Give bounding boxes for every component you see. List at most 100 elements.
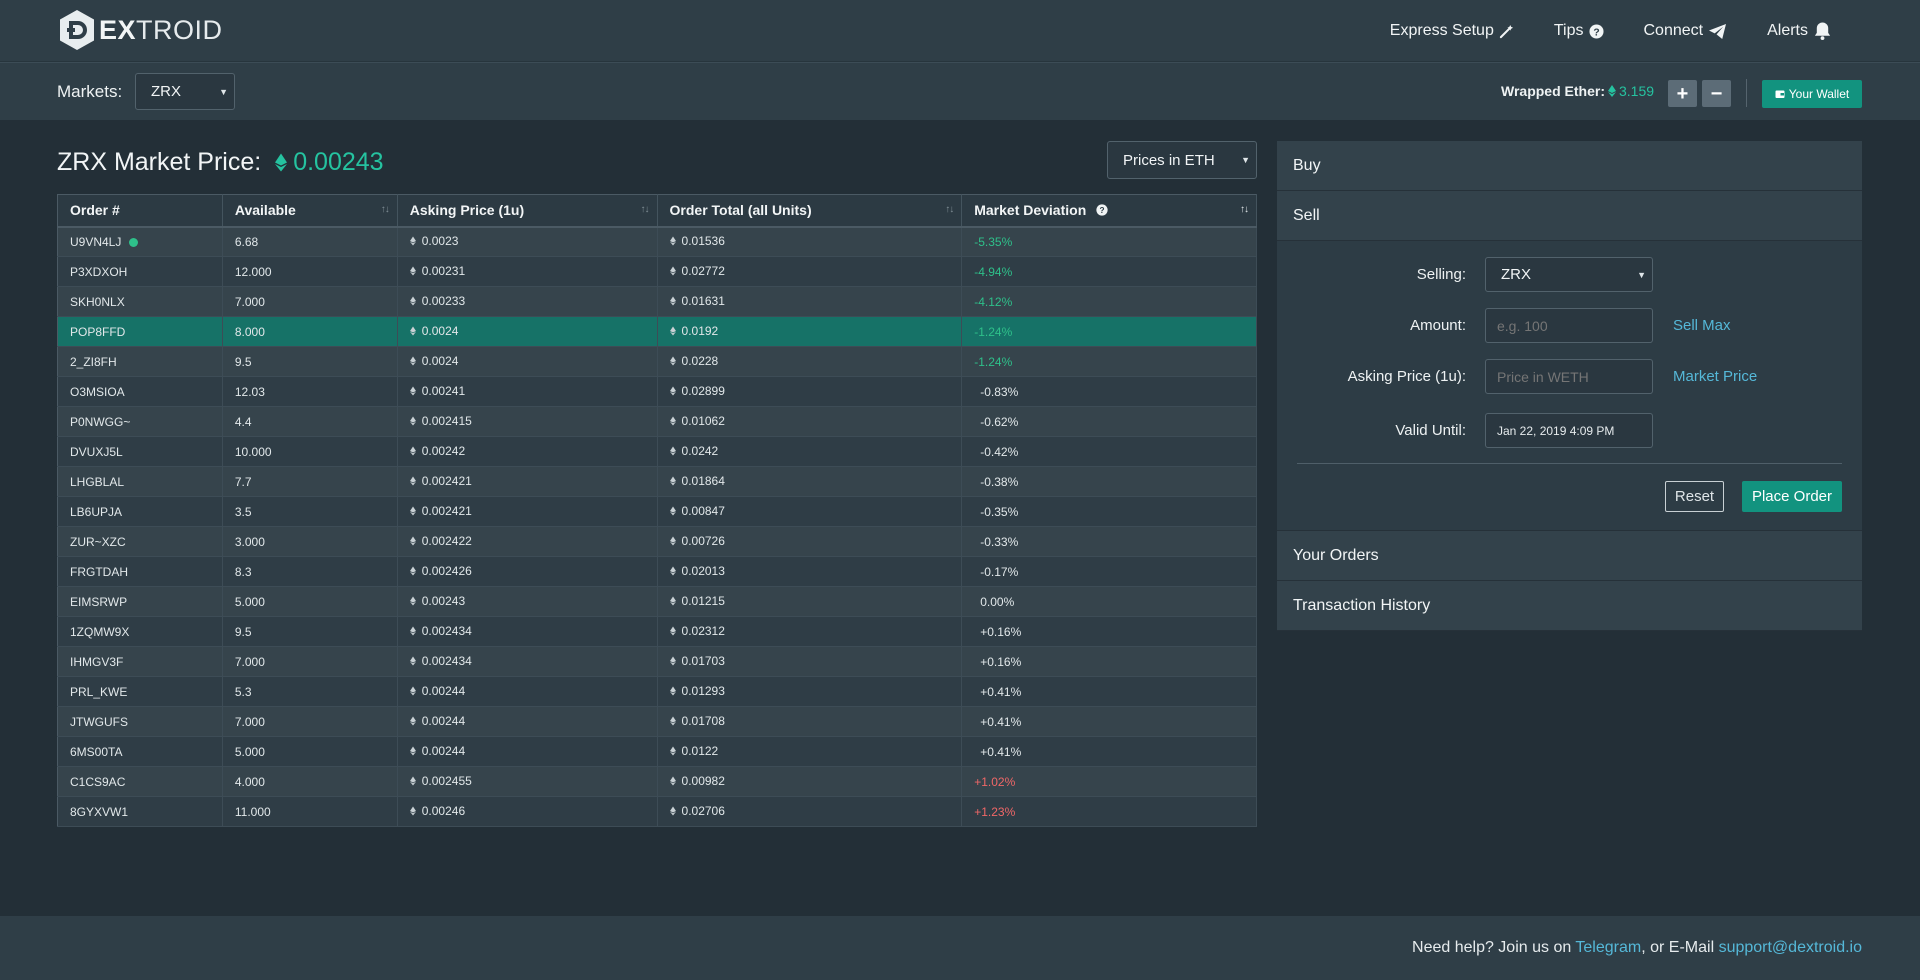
ethereum-icon xyxy=(409,746,416,756)
market-price-link[interactable]: Market Price xyxy=(1673,368,1758,385)
tips-link[interactable]: Tips ? xyxy=(1554,22,1604,40)
table-row[interactable]: JTWGUFS 7.000 0.00244 0.01708 +0.41% xyxy=(57,706,1257,737)
wrap-ether-button[interactable]: + xyxy=(1668,80,1697,107)
table-row[interactable]: U9VN4LJ 6.68 0.0023 0.01536 -5.35% xyxy=(57,226,1257,257)
table-row[interactable]: POP8FFD 8.000 0.0024 0.0192 -1.24% xyxy=(57,316,1257,347)
col-market-deviation-header[interactable]: Market Deviation ? ↑↓ xyxy=(961,194,1257,228)
asking-price-cell: 0.002426 xyxy=(397,556,658,587)
ethereum-icon xyxy=(409,326,416,336)
market-deviation-cell: +0.41% xyxy=(961,706,1257,737)
sort-icon[interactable]: ↑↓ xyxy=(945,204,954,215)
transaction-history-section-header[interactable]: Transaction History xyxy=(1277,581,1862,631)
available-cell: 5.000 xyxy=(222,736,398,767)
available-cell: 7.7 xyxy=(222,466,398,497)
table-row[interactable]: SKH0NLX 7.000 0.00233 0.01631 -4.12% xyxy=(57,286,1257,317)
table-row[interactable]: IHMGV3F 7.000 0.002434 0.01703 +0.16% xyxy=(57,646,1257,677)
ethereum-icon xyxy=(409,416,416,426)
weth-value: 3.159 xyxy=(1619,83,1655,99)
market-deviation-cell: +0.41% xyxy=(961,676,1257,707)
caret-down-icon: ▼ xyxy=(1241,155,1250,165)
alerts-link[interactable]: Alerts xyxy=(1767,21,1832,41)
telegram-icon xyxy=(1709,23,1727,39)
table-row[interactable]: C1CS9AC 4.000 0.002455 0.00982 +1.02% xyxy=(57,766,1257,797)
express-setup-link[interactable]: Express Setup xyxy=(1390,22,1514,40)
col-order-total-header[interactable]: Order Total (all Units) ↑↓ xyxy=(657,194,963,228)
col-order-header[interactable]: Order # xyxy=(57,194,223,228)
ethereum-icon xyxy=(275,153,288,172)
sell-max-link[interactable]: Sell Max xyxy=(1673,317,1731,334)
market-deviation-cell: -4.94% xyxy=(961,256,1257,287)
ethereum-icon xyxy=(409,656,416,666)
divider xyxy=(1297,463,1842,464)
buy-section-header[interactable]: Buy xyxy=(1277,141,1862,191)
table-header-row: Order # Available ↑↓ Asking Price (1u) ↑↓ … xyxy=(57,194,1257,228)
caret-down-icon: ▼ xyxy=(1637,269,1646,280)
market-deviation-cell: -5.35% xyxy=(961,226,1257,257)
available-cell: 10.000 xyxy=(222,436,398,467)
ethereum-icon xyxy=(669,626,676,636)
dextroid-logo[interactable]: EXTROID xyxy=(57,8,223,52)
table-row[interactable]: FRGTDAH 8.3 0.002426 0.02013 -0.17% xyxy=(57,556,1257,587)
selling-label: Selling: xyxy=(1416,266,1466,283)
sort-icon[interactable]: ↑↓ xyxy=(380,204,390,215)
selling-select-value: ZRX xyxy=(1501,266,1531,283)
your-wallet-label: Your Wallet xyxy=(1788,87,1850,101)
reset-button[interactable]: Reset xyxy=(1665,481,1724,512)
ethereum-icon xyxy=(669,446,676,456)
amount-input[interactable] xyxy=(1485,308,1653,343)
your-orders-section-header[interactable]: Your Orders xyxy=(1277,531,1862,581)
footer-text-part: , or E-Mail xyxy=(1641,939,1719,956)
market-price-value: 0.00243 xyxy=(293,148,384,176)
table-row[interactable]: P3XDXOH 12.000 0.00231 0.02772 -4.94% xyxy=(57,256,1257,287)
support-email-link[interactable]: support@dextroid.io xyxy=(1718,939,1862,956)
col-asking-price-header[interactable]: Asking Price (1u) ↑↓ xyxy=(397,194,658,228)
logo-text: EXTROID xyxy=(99,14,223,45)
order-id-cell: P3XDXOH xyxy=(57,256,223,287)
telegram-link[interactable]: Telegram xyxy=(1575,939,1642,956)
order-id-cell: FRGTDAH xyxy=(57,556,223,587)
asking-price-input[interactable] xyxy=(1485,359,1653,394)
table-row[interactable]: 1ZQMW9X 9.5 0.002434 0.02312 +0.16% xyxy=(57,616,1257,647)
table-row[interactable]: LHGBLAL 7.7 0.002421 0.01864 -0.38% xyxy=(57,466,1257,497)
place-order-button[interactable]: Place Order xyxy=(1742,481,1842,512)
weth-label: Wrapped Ether: xyxy=(1501,83,1605,99)
available-cell: 5.000 xyxy=(222,586,398,617)
table-row[interactable]: DVUXJ5L 10.000 0.00242 0.0242 -0.42% xyxy=(57,436,1257,467)
ethereum-icon xyxy=(409,596,416,606)
ethereum-icon xyxy=(409,806,416,816)
your-wallet-button[interactable]: Your Wallet xyxy=(1762,80,1862,108)
market-deviation-cell: +1.23% xyxy=(961,796,1257,827)
bell-icon xyxy=(1814,22,1831,41)
table-row[interactable]: O3MSIOA 12.03 0.00241 0.02899 -0.83% xyxy=(57,376,1257,407)
asking-price-cell: 0.002422 xyxy=(397,526,658,557)
ethereum-icon xyxy=(669,536,676,546)
own-order-indicator xyxy=(129,238,139,248)
available-cell: 12.03 xyxy=(222,376,398,407)
market-deviation-cell: +0.16% xyxy=(961,616,1257,647)
table-row[interactable]: PRL_KWE 5.3 0.00244 0.01293 +0.41% xyxy=(57,676,1257,707)
table-row[interactable]: ZUR~XZC 3.000 0.002422 0.00726 -0.33% xyxy=(57,526,1257,557)
table-row[interactable]: 8GYXVW1 11.000 0.00246 0.02706 +1.23% xyxy=(57,796,1257,827)
selling-select[interactable]: ZRX ▼ xyxy=(1485,257,1653,292)
connect-link[interactable]: Connect xyxy=(1644,22,1728,40)
valid-until-input[interactable]: Jan 22, 2019 4:09 PM xyxy=(1485,413,1653,448)
table-row[interactable]: P0NWGG~ 4.4 0.002415 0.01062 -0.62% xyxy=(57,406,1257,437)
available-cell: 7.000 xyxy=(222,286,398,317)
order-total-cell: 0.02013 xyxy=(657,556,963,587)
unwrap-ether-button[interactable]: − xyxy=(1702,80,1731,107)
market-deviation-cell: +0.16% xyxy=(961,646,1257,677)
ethereum-icon xyxy=(669,386,676,396)
col-available-header[interactable]: Available ↑↓ xyxy=(222,194,398,228)
order-id-cell: 8GYXVW1 xyxy=(57,796,223,827)
sell-section-header[interactable]: Sell xyxy=(1277,191,1862,241)
table-row[interactable]: LB6UPJA 3.5 0.002421 0.00847 -0.35% xyxy=(57,496,1257,527)
markets-select[interactable]: ZRX ▼ xyxy=(135,73,235,110)
table-row[interactable]: 6MS00TA 5.000 0.00244 0.0122 +0.41% xyxy=(57,736,1257,767)
table-row[interactable]: 2_ZI8FH 9.5 0.0024 0.0228 -1.24% xyxy=(57,346,1257,377)
prices-currency-select[interactable]: Prices in ETH ▼ xyxy=(1107,141,1257,179)
order-total-cell: 0.01062 xyxy=(657,406,963,437)
available-cell: 7.000 xyxy=(222,706,398,737)
sort-icon[interactable]: ↑↓ xyxy=(640,204,650,215)
table-row[interactable]: EIMSRWP 5.000 0.00243 0.01215 0.00% xyxy=(57,586,1257,617)
sort-desc-icon[interactable]: ↑↓ xyxy=(1240,204,1249,215)
